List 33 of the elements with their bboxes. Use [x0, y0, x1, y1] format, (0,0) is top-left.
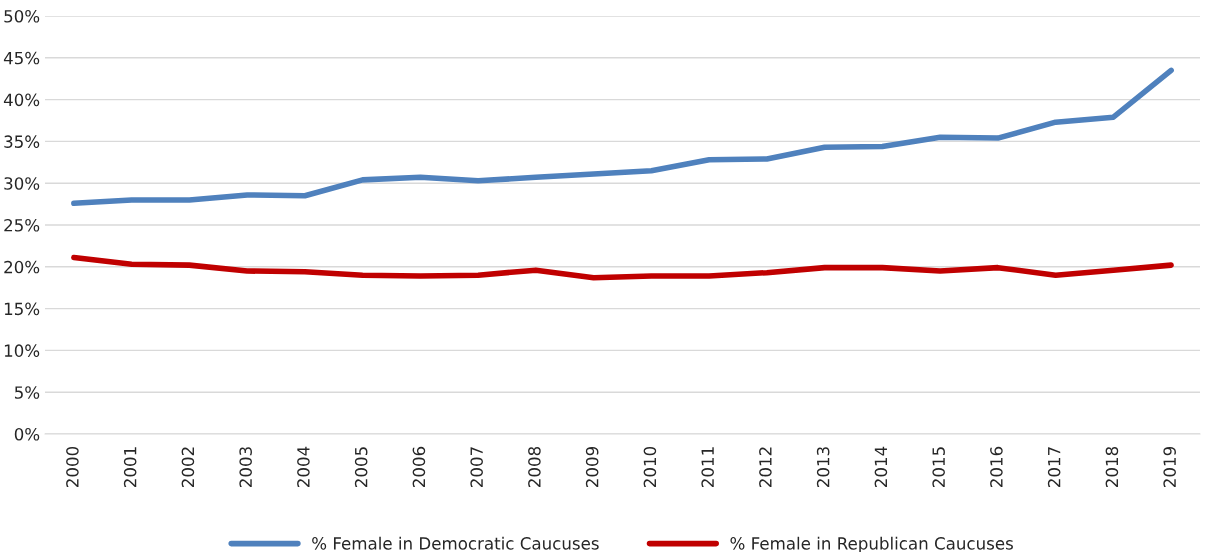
x-tick-label: 2010 [643, 446, 657, 487]
y-tick-label: 30% [4, 177, 40, 190]
x-tick-label: 2008 [528, 446, 541, 487]
legend-label: % Female in Democratic Caucuses [312, 536, 599, 550]
x-tick-label: 2006 [412, 446, 426, 487]
y-tick-label: 40% [3, 93, 40, 107]
x-tick-label: 2013 [816, 447, 830, 487]
y-tick-label: 10% [4, 344, 40, 357]
x-tick-label: 2017 [1047, 447, 1061, 487]
x-tick-label: 2007 [470, 447, 483, 487]
y-tick-label: 15% [4, 302, 40, 316]
x-tick-label: 2018 [1105, 446, 1119, 487]
y-tick-label: 35% [4, 135, 40, 148]
legend-label: % Female in Republican Caucuses [730, 536, 1013, 552]
x-tick-label: 2011 [701, 447, 714, 487]
x-tick-label: 2009 [585, 446, 599, 487]
y-tick-label: 45% [3, 51, 40, 65]
y-tick-label: 50% [4, 9, 40, 23]
x-tick-label: 2005 [354, 447, 368, 487]
x-tick-label: 2001 [123, 447, 137, 487]
y-tick-label: 20% [4, 260, 40, 274]
x-tick-label: 2019 [1163, 446, 1176, 487]
y-tick-label: 5% [14, 386, 40, 399]
x-tick-label: 2002 [181, 447, 195, 487]
y-tick-label: 25% [4, 218, 40, 232]
x-tick-label: 2004 [297, 446, 310, 487]
y-tick-label: 0% [14, 427, 40, 441]
x-tick-label: 2012 [759, 447, 772, 487]
x-tick-label: 2003 [239, 447, 252, 487]
x-tick-label: 2000 [66, 446, 79, 487]
x-tick-label: 2016 [990, 446, 1003, 487]
x-tick-label: 2015 [932, 447, 945, 487]
x-tick-label: 2014 [874, 446, 888, 487]
